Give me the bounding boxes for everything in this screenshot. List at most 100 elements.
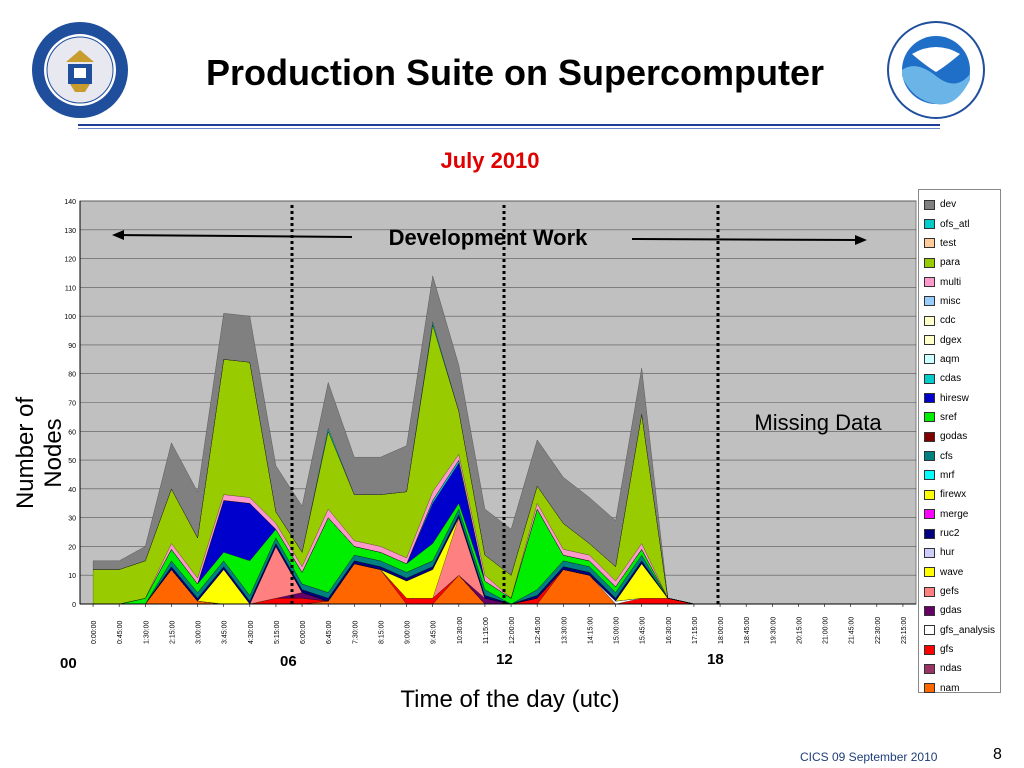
legend-swatch bbox=[924, 199, 935, 210]
commerce-seal-logo bbox=[32, 22, 128, 118]
legend-label: merge bbox=[940, 508, 969, 520]
legend-item-hur: hur bbox=[919, 543, 1000, 562]
legend-swatch bbox=[924, 315, 935, 326]
legend-item-aqm: aqm bbox=[919, 350, 1000, 369]
legend-item-cdc: cdc bbox=[919, 311, 1000, 330]
x-tick-label: 18:45:00 bbox=[744, 617, 751, 644]
legend-item-gdas: gdas bbox=[919, 601, 1000, 620]
legend-item-ofs_atl: ofs_atl bbox=[919, 214, 1000, 233]
dev-arrow-right-line bbox=[631, 238, 861, 241]
x-tick-label: 22:30:00 bbox=[875, 617, 882, 644]
legend-swatch bbox=[924, 547, 935, 558]
legend-label: dgex bbox=[940, 334, 962, 346]
x-tick-label: 21:00:00 bbox=[823, 617, 830, 644]
legend-swatch bbox=[924, 354, 935, 365]
legend-swatch bbox=[924, 586, 935, 597]
stacked-area-chart: 0 10 20 30 40 50 60 70 80 90 100 110 120 130 140 0:00:0… bbox=[64, 199, 917, 644]
y-tick-label: 80 bbox=[68, 372, 76, 379]
y-tick-label: 100 bbox=[64, 314, 76, 321]
y-tick-label: 10 bbox=[68, 573, 76, 580]
legend-swatch bbox=[924, 528, 935, 539]
x-tick-label: 4:30:00 bbox=[248, 621, 255, 644]
dev-arrow-left-line bbox=[117, 234, 353, 238]
y-tick-label: 120 bbox=[64, 257, 76, 264]
x-tick-label: 23:15:00 bbox=[901, 617, 908, 644]
legend-label: aqm bbox=[940, 353, 960, 365]
legend-swatch bbox=[924, 489, 935, 500]
x-tick-label: 0:00:00 bbox=[91, 621, 98, 644]
y-tick-label: 50 bbox=[68, 458, 76, 465]
legend-swatch bbox=[924, 219, 935, 230]
x-tick-label: 12:00:00 bbox=[509, 617, 516, 644]
y-tick-label: 60 bbox=[68, 429, 76, 436]
legend-label: gdas bbox=[940, 605, 962, 617]
legend-label: hiresw bbox=[940, 392, 969, 404]
hour-label-06: 06 bbox=[280, 653, 297, 670]
legend-swatch bbox=[924, 451, 935, 462]
legend-swatch bbox=[924, 625, 935, 636]
legend-label: nam bbox=[940, 682, 960, 694]
x-tick-label: 11:15:00 bbox=[483, 617, 490, 644]
x-tick-label: 12:45:00 bbox=[535, 617, 542, 644]
legend-item-hiresw: hiresw bbox=[919, 388, 1000, 407]
legend-item-dev: dev bbox=[919, 195, 1000, 214]
legend-item-misc: misc bbox=[919, 292, 1000, 311]
legend-swatch bbox=[924, 605, 935, 616]
legend-item-sref: sref bbox=[919, 408, 1000, 427]
legend-item-gfs_analysis: gfs_analysis bbox=[919, 621, 1000, 640]
x-tick-label: 18:00:00 bbox=[718, 617, 725, 644]
legend-swatch bbox=[924, 335, 935, 346]
y-tick-label: 90 bbox=[68, 343, 76, 350]
legend-swatch bbox=[924, 470, 935, 481]
legend-label: test bbox=[940, 237, 957, 249]
legend-item-para: para bbox=[919, 253, 1000, 272]
legend-item-nam: nam bbox=[919, 679, 1000, 698]
legend-label: wave bbox=[940, 566, 964, 578]
legend-item-wave: wave bbox=[919, 563, 1000, 582]
x-tick-label: 14:15:00 bbox=[587, 617, 594, 644]
legend-label: ofs_atl bbox=[940, 218, 970, 230]
hour-label-12: 12 bbox=[496, 651, 513, 668]
legend-label: hur bbox=[940, 547, 955, 559]
legend-item-test: test bbox=[919, 234, 1000, 253]
x-tick-label: 9:00:00 bbox=[405, 621, 412, 644]
legend-item-ndas: ndas bbox=[919, 659, 1000, 678]
legend-swatch bbox=[924, 567, 935, 578]
x-tick-label: 6:00:00 bbox=[300, 621, 307, 644]
x-tick-label: 15:00:00 bbox=[614, 617, 621, 644]
legend-swatch bbox=[924, 644, 935, 655]
legend-swatch bbox=[924, 412, 935, 423]
x-tick-label: 19:30:00 bbox=[770, 617, 777, 644]
legend-swatch bbox=[924, 296, 935, 307]
legend-item-cdas: cdas bbox=[919, 369, 1000, 388]
x-tick-label: 6:45:00 bbox=[326, 621, 333, 644]
legend-swatch bbox=[924, 257, 935, 268]
x-tick-label: 16:30:00 bbox=[666, 617, 673, 644]
legend-label: ndas bbox=[940, 663, 962, 675]
y-tick-label: 140 bbox=[64, 199, 76, 206]
legend-item-gefs: gefs bbox=[919, 582, 1000, 601]
legend-label: gfs_analysis bbox=[940, 624, 996, 636]
legend-label: para bbox=[940, 257, 961, 269]
legend-swatch bbox=[924, 683, 935, 694]
x-tick-label: 5:15:00 bbox=[274, 621, 281, 644]
y-axis-label: Number of Nodes bbox=[12, 396, 67, 510]
legend-swatch bbox=[924, 663, 935, 674]
x-tick-label: 8:15:00 bbox=[378, 621, 385, 644]
x-tick-label: 15:45:00 bbox=[640, 617, 647, 644]
x-axis-label: Time of the day (utc) bbox=[400, 686, 620, 713]
legend-item-cfs: cfs bbox=[919, 446, 1000, 465]
legend-item-multi: multi bbox=[919, 272, 1000, 291]
y-tick-label: 40 bbox=[68, 487, 76, 494]
legend-label: godas bbox=[940, 431, 968, 443]
legend-swatch bbox=[924, 373, 935, 384]
legend-label: cfs bbox=[940, 450, 953, 462]
legend-label: ruc2 bbox=[940, 528, 960, 540]
x-tick-label: 13:30:00 bbox=[561, 617, 568, 644]
x-tick-label: 7:30:00 bbox=[352, 621, 359, 644]
legend-label: misc bbox=[940, 295, 961, 307]
legend-label: mrf bbox=[940, 469, 955, 481]
x-tick-label: 17:15:00 bbox=[692, 617, 699, 644]
legend-label: cdc bbox=[940, 315, 956, 327]
